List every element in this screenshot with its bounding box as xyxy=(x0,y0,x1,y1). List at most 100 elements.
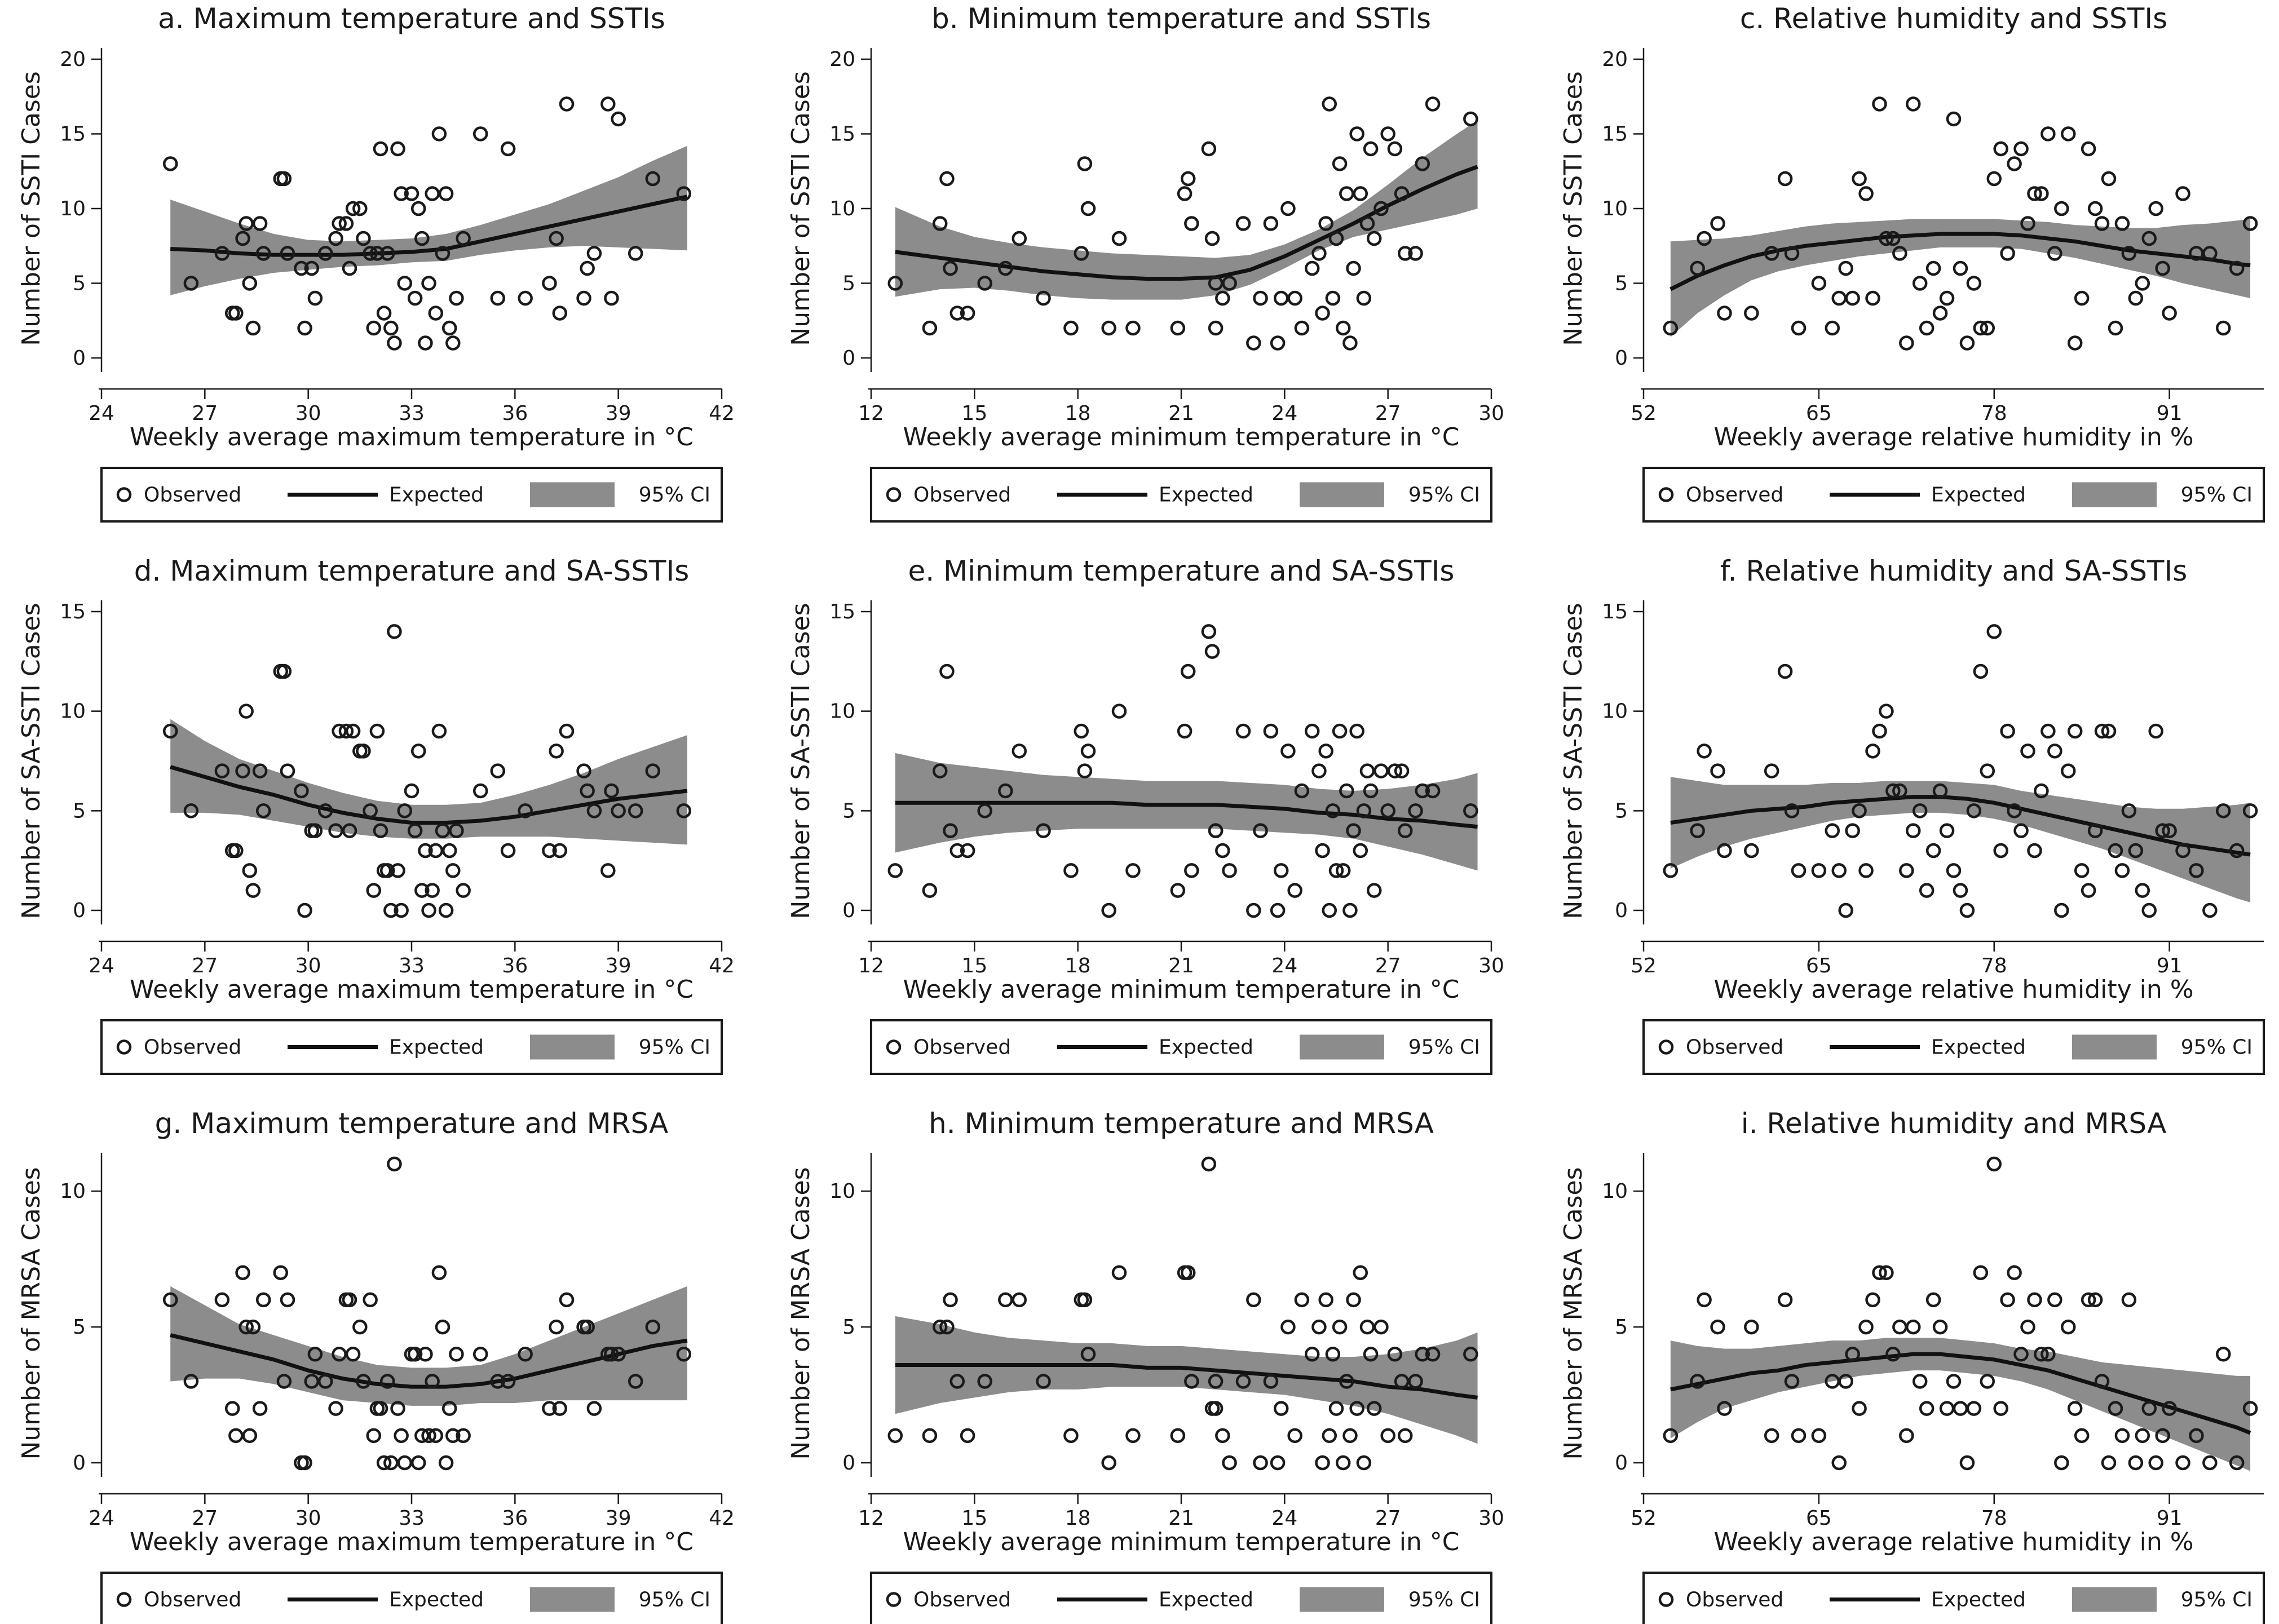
observed-point xyxy=(1463,111,1478,127)
observed-point xyxy=(255,246,271,261)
observed-point xyxy=(2074,290,2090,306)
legend-expected-label: Expected xyxy=(1931,484,2026,507)
x-tick-label: 27 xyxy=(192,1507,218,1530)
observed-point xyxy=(1764,246,1779,261)
observed-point xyxy=(224,1401,240,1416)
observed-point xyxy=(2175,186,2190,201)
observed-point xyxy=(604,783,619,799)
observed-point xyxy=(1825,320,1840,336)
observed-point xyxy=(421,276,436,291)
observed-point xyxy=(238,703,254,719)
observed-point xyxy=(977,1374,992,1389)
observed-point xyxy=(1408,803,1423,818)
observed-point xyxy=(1180,663,1196,679)
x-tick-label: 78 xyxy=(1981,1507,2007,1530)
observed-point xyxy=(559,723,575,739)
observed-point xyxy=(645,1319,661,1335)
observed-point xyxy=(397,803,413,818)
legend-observed-label: Observed xyxy=(913,1036,1011,1059)
legend-observed-label: Observed xyxy=(913,1588,1011,1612)
observed-point xyxy=(352,1319,368,1335)
observed-point xyxy=(1415,1347,1430,1362)
observed-point xyxy=(1825,823,1840,838)
observed-point xyxy=(2007,803,2022,818)
observed-point xyxy=(1397,1428,1413,1444)
observed-point xyxy=(1865,290,1880,306)
legend-ci-label: 95% CI xyxy=(2181,1036,2252,1059)
legend-observed-marker xyxy=(116,1039,132,1055)
observed-point xyxy=(1912,276,1928,291)
observed-point xyxy=(1777,171,1793,187)
observed-point xyxy=(2101,171,2117,187)
panel-title: d. Maximum temperature and SA-SSTIs xyxy=(134,555,690,587)
observed-point xyxy=(1363,783,1379,799)
observed-point xyxy=(1077,156,1093,171)
observed-point xyxy=(1184,863,1199,878)
legend-box xyxy=(100,467,723,523)
ci-band xyxy=(895,120,1478,300)
observed-point xyxy=(2020,744,2035,759)
observed-point xyxy=(2141,902,2157,918)
observed-point xyxy=(604,290,619,306)
observed-point xyxy=(2000,1292,2015,1308)
observed-point xyxy=(1408,246,1423,261)
legend-expected-label: Expected xyxy=(1159,484,1253,507)
observed-point xyxy=(414,883,430,898)
observed-point xyxy=(628,1374,643,1389)
y-tick-label: 15 xyxy=(829,123,855,146)
observed-point xyxy=(1101,1455,1116,1471)
x-tick-label: 30 xyxy=(295,1507,321,1530)
legend-ci-label: 95% CI xyxy=(639,1588,710,1612)
observed-point xyxy=(1993,843,2008,859)
observed-point xyxy=(228,843,244,859)
observed-point xyxy=(1318,1292,1333,1308)
observed-point xyxy=(162,156,178,171)
observed-point xyxy=(2034,1347,2049,1362)
x-tick-label: 42 xyxy=(709,402,735,425)
observed-point xyxy=(586,1401,602,1416)
observed-point xyxy=(1717,306,1732,321)
observed-point xyxy=(2054,201,2069,216)
observed-point xyxy=(1373,1319,1389,1335)
observed-point xyxy=(242,276,258,291)
observed-point xyxy=(1349,723,1364,739)
observed-point xyxy=(2074,863,2090,878)
observed-point xyxy=(304,1374,320,1389)
observed-point xyxy=(580,783,595,799)
observed-point xyxy=(1425,96,1441,112)
observed-point xyxy=(1366,231,1382,246)
observed-point xyxy=(2087,823,2103,838)
observed-point xyxy=(456,1428,471,1444)
legend-observed-label: Observed xyxy=(144,1036,241,1059)
observed-point xyxy=(1764,763,1779,778)
observed-point xyxy=(1353,186,1368,201)
panel-title: g. Maximum temperature and MRSA xyxy=(155,1107,669,1140)
observed-point xyxy=(1845,290,1860,306)
observed-point xyxy=(2135,276,2150,291)
observed-point xyxy=(1663,863,1679,878)
observed-point xyxy=(1318,744,1333,759)
ci-band xyxy=(170,1286,687,1406)
observed-point xyxy=(472,783,488,799)
observed-point xyxy=(1980,1374,1995,1389)
legend-observed-marker xyxy=(1658,1592,1674,1607)
x-axis-title: Weekly average maximum temperature in °C xyxy=(130,1528,694,1556)
x-axis-title: Weekly average minimum temperature in °C xyxy=(903,423,1459,452)
observed-point xyxy=(390,863,405,878)
y-tick-label: 0 xyxy=(842,347,855,370)
observed-point xyxy=(332,1347,347,1362)
observed-point xyxy=(1394,763,1410,778)
observed-point xyxy=(369,246,385,261)
observed-point xyxy=(2074,1428,2090,1444)
observed-point xyxy=(2087,1292,2103,1308)
observed-point xyxy=(1946,863,1962,878)
y-tick-label: 0 xyxy=(73,899,86,922)
observed-point xyxy=(1811,1428,1827,1444)
observed-point xyxy=(1311,246,1327,261)
observed-point xyxy=(542,276,557,291)
observed-point xyxy=(1852,1401,1867,1416)
observed-point xyxy=(2155,823,2170,838)
observed-point xyxy=(1036,290,1051,306)
observed-point xyxy=(2020,216,2035,231)
observed-point xyxy=(1311,1319,1327,1335)
